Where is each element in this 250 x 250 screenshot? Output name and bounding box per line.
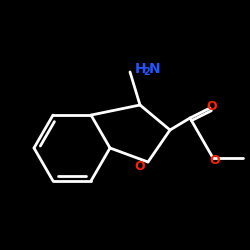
Text: H: H [135,62,146,76]
Text: O: O [135,160,145,173]
Text: O: O [210,154,220,166]
Text: N: N [149,62,160,76]
Text: 2: 2 [143,67,150,77]
Text: O: O [207,100,217,112]
